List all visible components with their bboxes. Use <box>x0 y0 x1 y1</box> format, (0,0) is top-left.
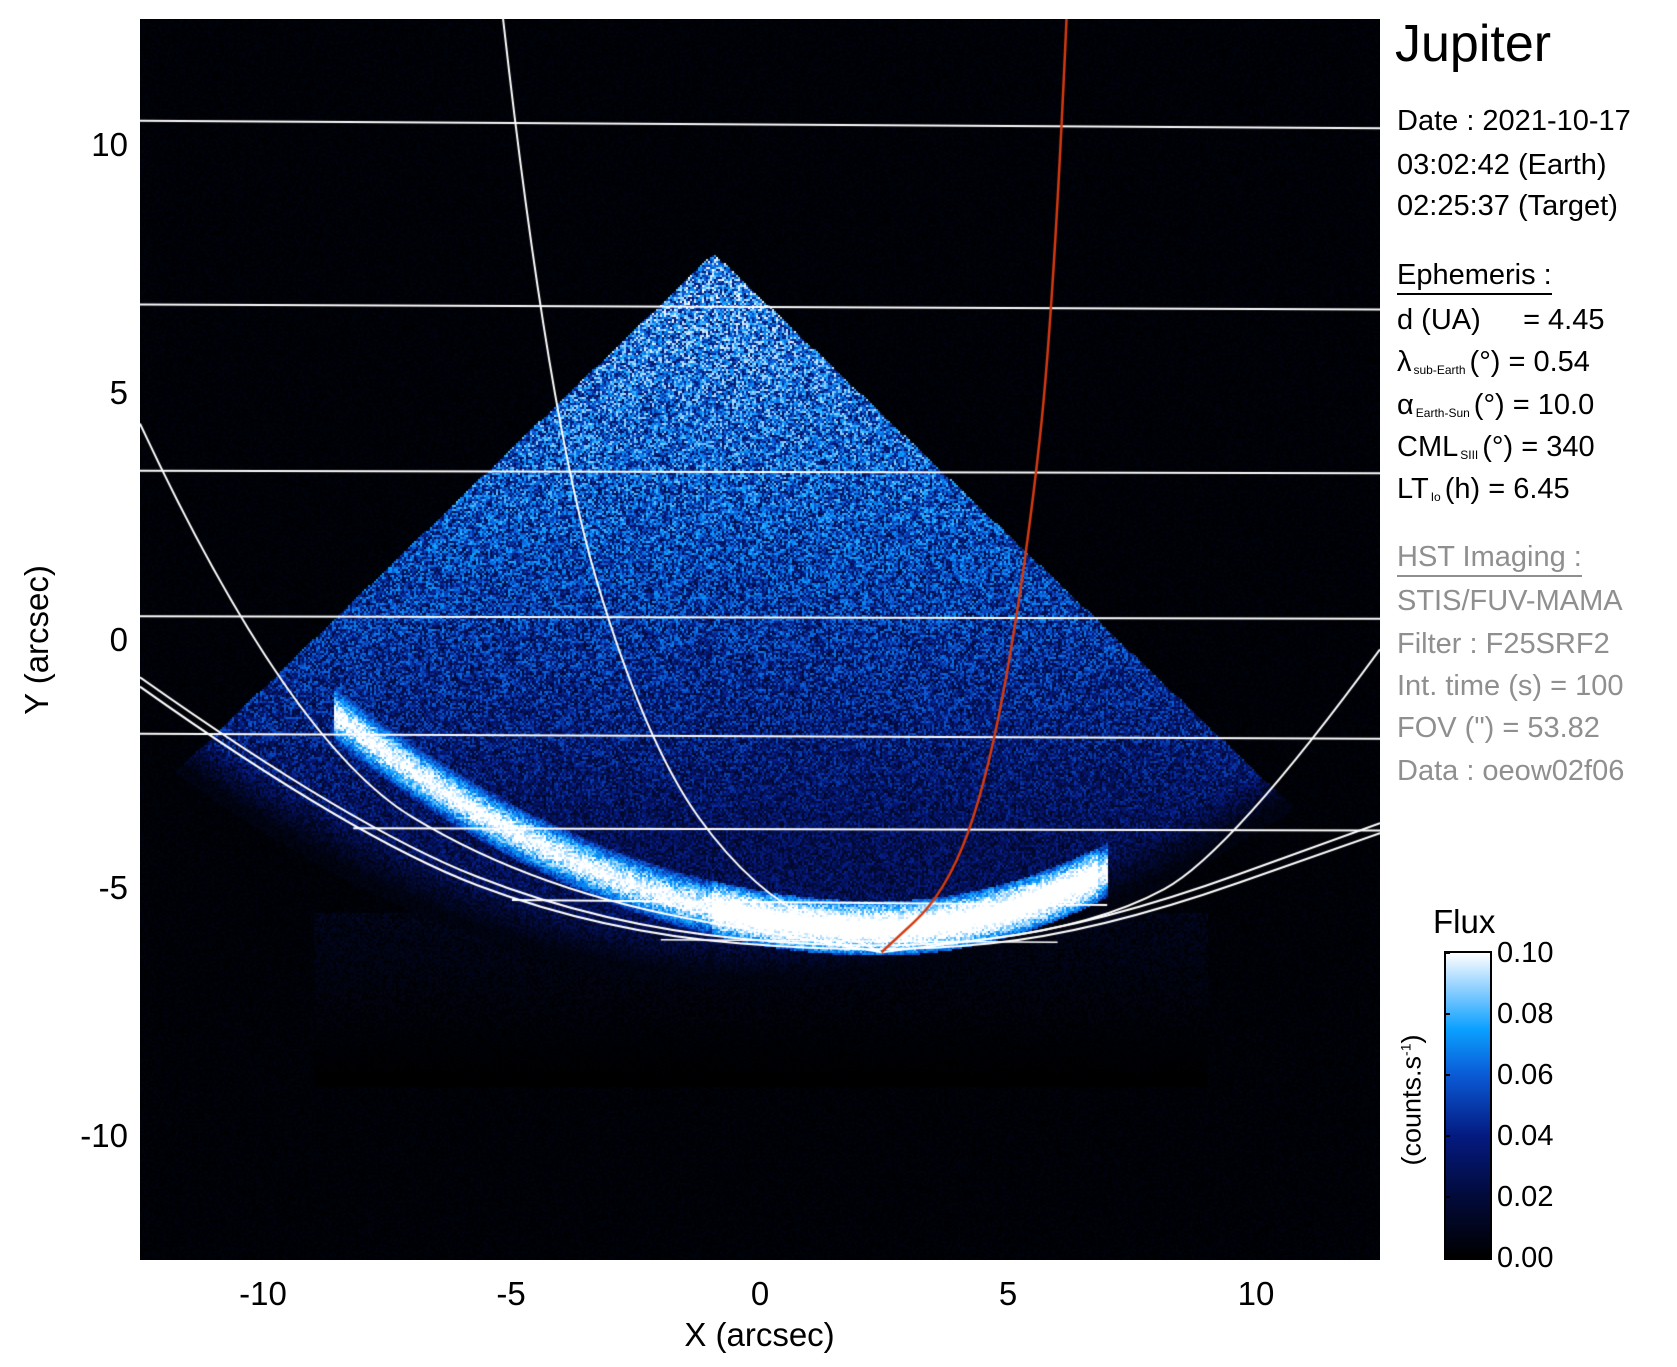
colorbar-tick <box>1444 1074 1450 1076</box>
x-axis-label: X (arcsec) <box>684 1316 835 1353</box>
x-tick-label: 10 <box>1237 1275 1275 1312</box>
x-tick-label: 0 <box>750 1275 770 1312</box>
x-tick-label: 5 <box>998 1275 1018 1312</box>
y-tick-label: 10 <box>91 126 128 163</box>
filter: Filter : F25SRF2 <box>1397 628 1610 660</box>
time-target: 02:25:37 (Target) <box>1397 190 1618 222</box>
ephem-sub-earth-latitude: λ sub-Earth (°) = 0.54 <box>1397 346 1590 378</box>
y-tick-label: 5 <box>109 374 128 411</box>
dataset-id: Data : oeow02f06 <box>1397 755 1625 787</box>
time-earth: 03:02:42 (Earth) <box>1397 149 1607 181</box>
colorbar-tick <box>1444 1013 1450 1015</box>
ephem-distance: d (UA) = 4.45 <box>1397 304 1605 336</box>
colorbar-tick <box>1444 1257 1450 1259</box>
integration-time: Int. time (s) = 100 <box>1397 670 1624 702</box>
jupiter-uv-image <box>140 19 1380 1260</box>
ephemeris-heading: Ephemeris : <box>1397 259 1552 295</box>
y-tick-label: -10 <box>80 1117 128 1154</box>
x-tick-label: -10 <box>239 1275 287 1312</box>
y-tick-label: -5 <box>98 869 128 906</box>
colorbar-tick-label: 0.04 <box>1497 1120 1554 1152</box>
colorbar-tick-label: 0.08 <box>1497 998 1554 1030</box>
y-axis-label: Y (arcsec) <box>18 565 55 715</box>
colorbar-tick-label: 0.00 <box>1497 1242 1554 1274</box>
colorbar-tick-label: 0.06 <box>1497 1059 1554 1091</box>
colorbar-tick <box>1444 952 1450 954</box>
instrument: STIS/FUV-MAMA <box>1397 585 1623 617</box>
ephem-cml: CML SIII (°) = 340 <box>1397 431 1595 463</box>
colorbar-tick-label: 0.02 <box>1497 1181 1554 1213</box>
colorbar <box>1444 951 1492 1260</box>
ephem-io-local-time: LT Io (h) = 6.45 <box>1397 473 1570 505</box>
hst-heading: HST Imaging : <box>1397 541 1582 577</box>
colorbar-tick <box>1444 1196 1450 1198</box>
ephem-phase-angle: α Earth-Sun (°) = 10.0 <box>1397 389 1595 421</box>
colorbar-label: Flux <box>1433 903 1496 940</box>
chart-title: Jupiter <box>1395 15 1552 73</box>
x-tick-label: -5 <box>496 1275 526 1312</box>
y-tick-label: 0 <box>109 621 128 658</box>
date: Date : 2021-10-17 <box>1397 105 1631 137</box>
colorbar-tick-label: 0.10 <box>1497 937 1554 969</box>
colorbar-tick <box>1444 1135 1450 1137</box>
field-of-view: FOV (") = 53.82 <box>1397 712 1600 744</box>
colorbar-unit: (counts.s-1) <box>1396 1034 1427 1166</box>
